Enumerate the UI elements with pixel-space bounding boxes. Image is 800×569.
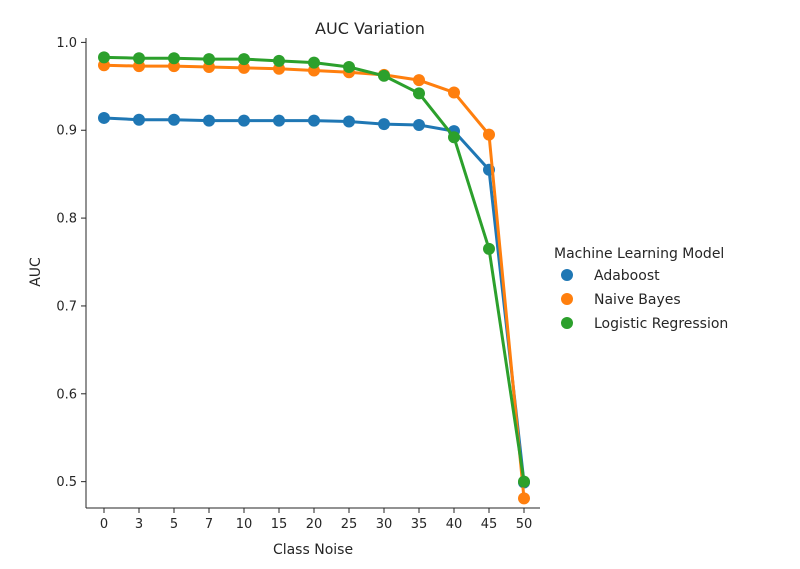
legend-marker-logistic-regression [561, 317, 573, 329]
x-tick-label: 45 [481, 517, 498, 532]
x-tick-label: 0 [100, 517, 108, 532]
data-point-logistic-regression [518, 475, 530, 488]
x-tick-label: 15 [271, 517, 288, 532]
series-line-naive-bayes [103, 63, 526, 499]
x-tick-label: 30 [376, 517, 393, 532]
x-tick-label: 50 [516, 517, 533, 532]
data-point-logistic-regression [448, 131, 460, 144]
data-point-logistic-regression [343, 60, 355, 73]
x-tick-label: 20 [306, 517, 323, 532]
series-line-adaboost [103, 116, 526, 483]
legend-label-logistic-regression: Logistic Regression [594, 316, 728, 332]
y-tick-label: 0.5 [56, 475, 77, 490]
y-tick-label: 0.9 [56, 124, 77, 139]
data-point-naive-bayes [238, 61, 250, 74]
x-tick-label: 35 [411, 517, 428, 532]
data-point-adaboost [133, 113, 145, 126]
data-point-logistic-regression [98, 51, 110, 64]
data-point-logistic-regression [413, 87, 425, 100]
legend-marker-naive-bayes [561, 293, 573, 305]
data-point-adaboost [98, 111, 110, 124]
data-point-adaboost [378, 118, 390, 131]
y-tick-label: 0.6 [56, 387, 77, 402]
data-point-logistic-regression [273, 54, 285, 67]
legend-marker-adaboost [561, 269, 573, 281]
data-point-adaboost [168, 113, 180, 126]
legend: Machine Learning Model Adaboost Naive Bay… [554, 246, 728, 332]
y-axis-title: AUC [28, 257, 44, 287]
x-tick-label: 5 [170, 517, 178, 532]
data-point-naive-bayes [483, 128, 495, 141]
data-point-naive-bayes [448, 86, 460, 99]
x-tick-label: 40 [446, 517, 463, 532]
series-group [98, 51, 530, 505]
chart-title: AUC Variation [315, 19, 425, 38]
legend-title: Machine Learning Model [554, 246, 724, 262]
data-point-logistic-regression [378, 69, 390, 82]
x-tick-label: 3 [135, 517, 143, 532]
x-tick-label: 7 [205, 517, 213, 532]
data-point-logistic-regression [203, 53, 215, 66]
axes-group: 0.50.60.70.80.91.00 3 5 7 10 15 20 25 30 35 40 45 50 [56, 36, 540, 532]
data-point-logistic-regression [133, 52, 145, 65]
data-point-adaboost [273, 114, 285, 127]
x-tick-label: 25 [341, 517, 358, 532]
data-point-adaboost [343, 115, 355, 128]
data-point-logistic-regression [168, 52, 180, 65]
legend-label-adaboost: Adaboost [594, 268, 660, 284]
y-tick-label: 1.0 [56, 36, 77, 51]
y-tick-label: 0.7 [56, 299, 77, 314]
data-point-logistic-regression [238, 53, 250, 66]
y-tick-label: 0.8 [56, 212, 77, 227]
data-point-adaboost [413, 118, 425, 131]
data-point-naive-bayes [518, 492, 530, 505]
data-point-logistic-regression [483, 242, 495, 255]
data-point-adaboost [308, 114, 320, 127]
data-point-naive-bayes [413, 74, 425, 87]
x-axis-title: Class Noise [273, 542, 353, 558]
x-tick-label: 10 [236, 517, 253, 532]
data-point-adaboost [238, 114, 250, 127]
data-point-adaboost [203, 114, 215, 127]
data-point-logistic-regression [308, 56, 320, 69]
legend-label-naive-bayes: Naive Bayes [594, 292, 681, 308]
